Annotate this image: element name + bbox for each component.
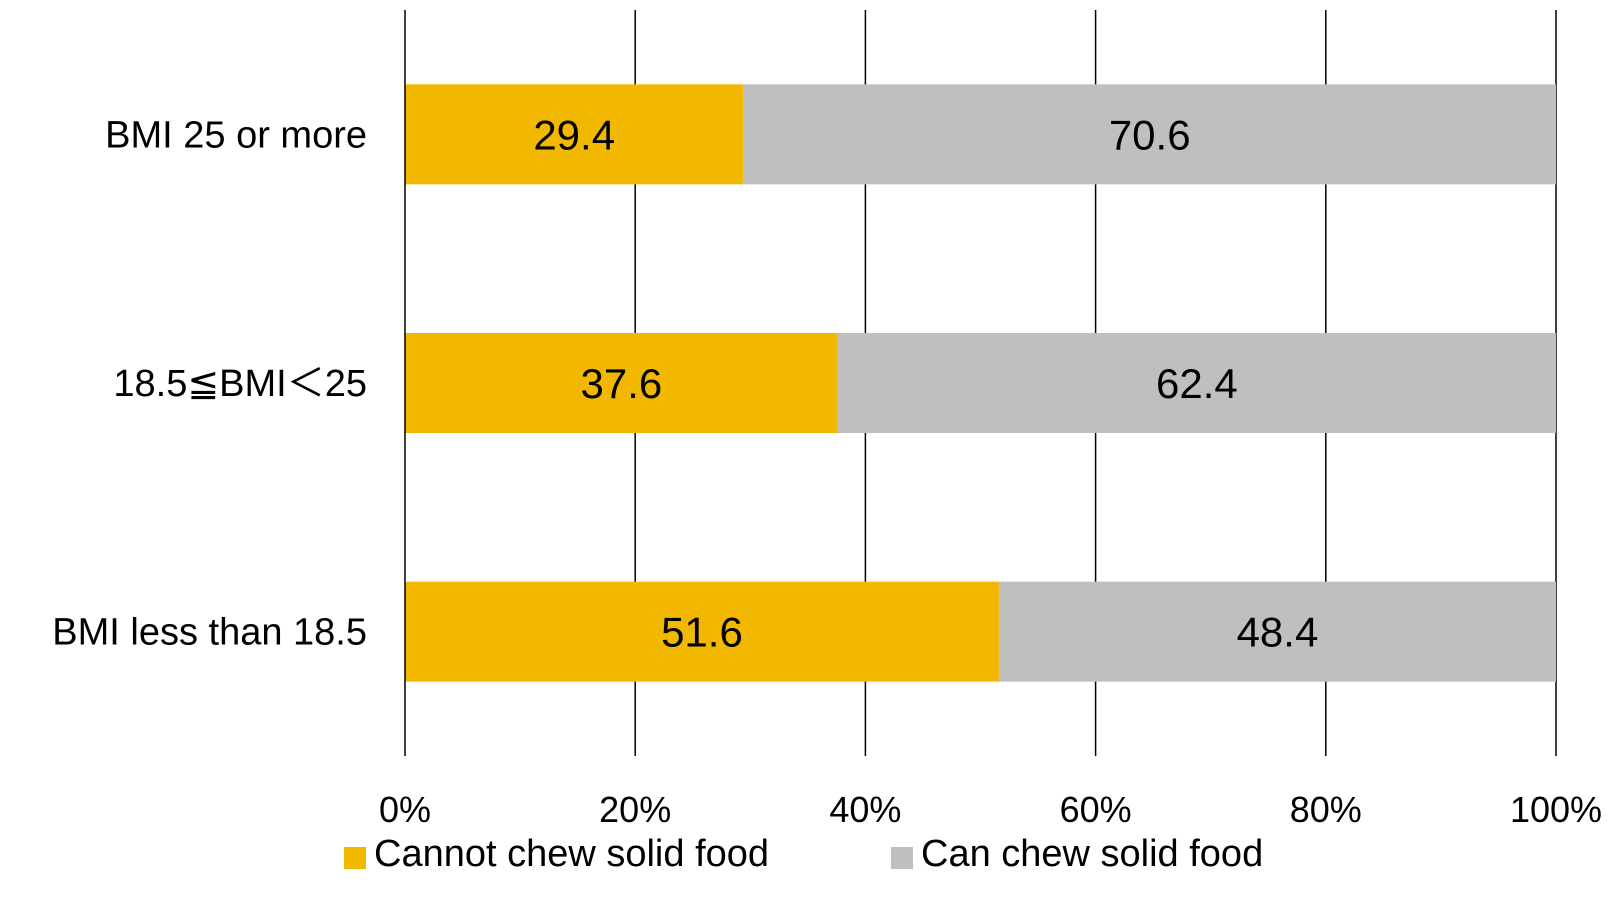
bar-cannot-chew-solid-food-0 xyxy=(405,84,744,185)
legend: Cannot chew solid food Can chew solid foo… xyxy=(344,833,1263,875)
labels: 29.4 70.6 BMI 25 or more 37.6 62.4 18.5≦BMI＜2… xyxy=(52,111,1602,830)
legend-label-can-chew-solid-food: Can chew solid food xyxy=(921,833,1263,875)
data-label-can-chew-solid-food-1: 62.4 xyxy=(1156,360,1238,407)
category-label-0: BMI 25 or more xyxy=(105,114,367,156)
data-label-cannot-chew-solid-food-1: 37.6 xyxy=(581,360,663,407)
x-tick-label-40: 40% xyxy=(829,789,901,830)
bar-can-chew-solid-food-0 xyxy=(743,84,1556,185)
data-label-can-chew-solid-food-2: 48.4 xyxy=(1237,609,1319,656)
bar-can-chew-solid-food-1 xyxy=(837,333,1556,433)
x-tick-label-60: 60% xyxy=(1060,789,1132,830)
data-label-cannot-chew-solid-food-2: 51.6 xyxy=(661,609,743,656)
legend-swatch-cannot-chew-solid-food xyxy=(344,847,366,869)
category-label-1: 18.5≦BMI＜25 xyxy=(113,363,367,405)
category-label-2: BMI less than 18.5 xyxy=(52,612,367,654)
bar-cannot-chew-solid-food-2 xyxy=(405,581,999,682)
x-tick-label-0: 0% xyxy=(379,789,431,830)
data-label-cannot-chew-solid-food-0: 29.4 xyxy=(533,111,615,158)
x-tick-label-20: 20% xyxy=(599,789,671,830)
bar-cannot-chew-solid-food-1 xyxy=(405,333,838,433)
data-label-can-chew-solid-food-0: 70.6 xyxy=(1109,111,1191,158)
x-tick-label-100: 100% xyxy=(1510,789,1602,830)
legend-swatch-can-chew-solid-food xyxy=(891,847,913,869)
bars xyxy=(405,84,1556,682)
bar-can-chew-solid-food-2 xyxy=(998,581,1556,682)
legend-label-cannot-chew-solid-food: Cannot chew solid food xyxy=(374,833,769,875)
x-tick-label-80: 80% xyxy=(1290,789,1362,830)
